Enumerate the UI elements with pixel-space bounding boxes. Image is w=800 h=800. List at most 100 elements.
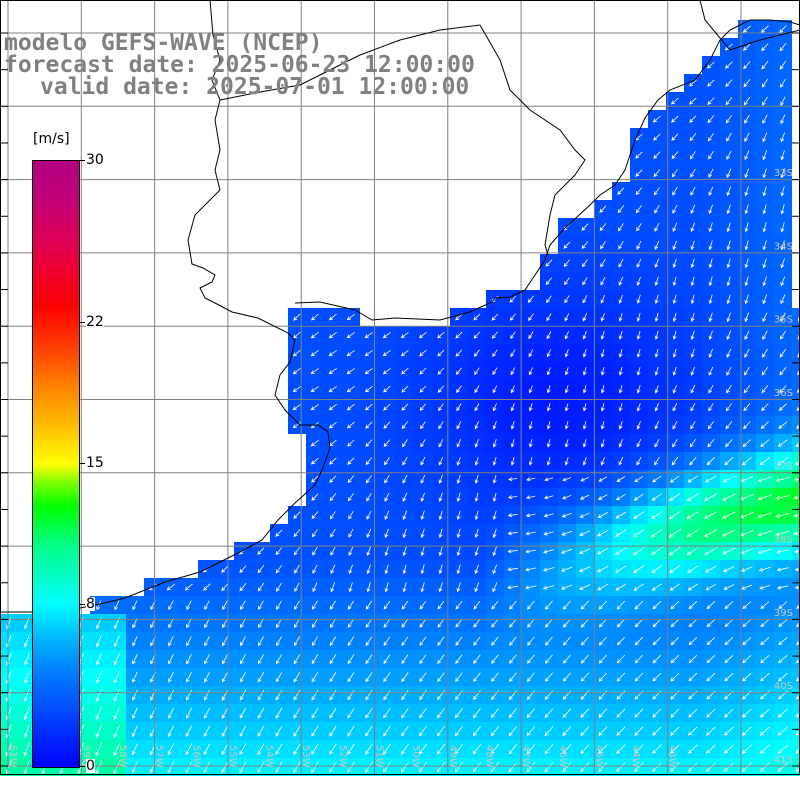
- wind-arrow: [743, 421, 751, 430]
- wind-arrow: [132, 671, 138, 683]
- wind-arrow: [780, 132, 786, 143]
- wind-arrow: [204, 600, 210, 611]
- wind-arrow: [708, 312, 713, 323]
- wind-arrow: [509, 295, 517, 303]
- wind-arrow: [401, 636, 409, 646]
- wind-arrow: [618, 312, 623, 322]
- colorbar-tick-label: 22: [86, 313, 104, 330]
- wind-arrow: [490, 708, 499, 719]
- wind-arrow: [795, 767, 800, 772]
- wind-arrow: [508, 708, 518, 719]
- wind-arrow: [544, 654, 553, 664]
- wind-arrow: [328, 313, 337, 321]
- wind-arrow: [744, 312, 750, 323]
- wind-arrow: [582, 421, 587, 430]
- wind-arrow: [636, 312, 641, 322]
- wind-arrow: [762, 312, 768, 323]
- wind-arrow: [636, 294, 641, 304]
- wind-arrow: [543, 567, 555, 572]
- wind-arrow: [437, 367, 445, 375]
- wind-speed-cell: [792, 758, 800, 776]
- wind-arrow: [546, 439, 551, 448]
- wind-arrow: [705, 475, 717, 483]
- wind-arrow: [615, 493, 626, 501]
- wind-speed-cell: [792, 416, 800, 434]
- wind-arrow: [794, 585, 800, 590]
- wind-arrow: [437, 690, 445, 701]
- wind-arrow: [780, 150, 785, 161]
- wind-arrow: [706, 672, 716, 682]
- wind-arrow: [310, 457, 319, 465]
- wind-arrow: [652, 637, 661, 646]
- wind-arrow: [383, 439, 391, 448]
- wind-arrow: [762, 258, 767, 269]
- wind-arrow: [690, 312, 695, 322]
- wind-arrow: [346, 368, 355, 375]
- wind-arrow: [581, 223, 589, 231]
- wind-arrow: [744, 258, 749, 269]
- wind-arrow: [544, 726, 554, 737]
- wind-arrow: [744, 240, 749, 251]
- wind-arrow: [401, 743, 409, 755]
- wind-arrow: [651, 583, 662, 591]
- wind-arrow: [418, 743, 427, 755]
- wind-arrow: [239, 707, 247, 719]
- wind-arrow: [670, 672, 680, 682]
- wind-arrow: [579, 584, 591, 590]
- wind-arrow: [726, 204, 731, 215]
- wind-arrow: [598, 726, 608, 737]
- wind-arrow: [671, 115, 679, 123]
- wind-arrow: [293, 672, 301, 683]
- wind-arrow: [708, 258, 713, 269]
- wind-arrow: [510, 403, 515, 412]
- wind-arrow: [598, 476, 608, 482]
- colorbar-tick: [79, 463, 85, 464]
- wind-arrow: [707, 97, 715, 106]
- wind-arrow: [726, 276, 731, 287]
- wind-arrow: [651, 565, 663, 574]
- wind-arrow: [456, 546, 461, 557]
- wind-arrow: [509, 636, 517, 646]
- wind-arrow: [671, 456, 679, 466]
- wind-arrow: [23, 760, 30, 775]
- wind-arrow: [761, 366, 769, 376]
- wind-arrow: [474, 474, 479, 484]
- wind-arrow: [293, 529, 301, 538]
- wind-arrow: [546, 367, 551, 376]
- wind-arrow: [275, 618, 282, 629]
- wind-arrow: [690, 403, 696, 412]
- wind-arrow: [776, 549, 790, 554]
- wind-arrow: [257, 636, 264, 647]
- wind-arrow: [474, 456, 479, 466]
- wind-arrow: [347, 690, 355, 701]
- wind-arrow: [599, 223, 607, 232]
- wind-arrow: [366, 564, 371, 575]
- wind-arrow: [420, 421, 426, 430]
- wind-arrow: [726, 258, 731, 269]
- wind-arrow: [221, 565, 229, 573]
- wind-arrow: [722, 566, 735, 573]
- wind-arrow: [311, 511, 319, 520]
- wind-arrow: [257, 582, 265, 592]
- wind-arrow: [257, 743, 265, 756]
- wind-arrow: [724, 619, 734, 628]
- wind-arrow: [239, 583, 247, 592]
- wind-arrow: [328, 421, 337, 429]
- wind-arrow: [616, 654, 625, 664]
- wind-arrow: [240, 636, 246, 647]
- wind-arrow: [742, 672, 752, 682]
- wind-arrow: [383, 725, 391, 737]
- wind-speed-cell: [792, 632, 800, 650]
- wind-arrow: [564, 439, 569, 448]
- wind-arrow: [401, 672, 409, 683]
- wind-arrow: [204, 671, 210, 683]
- wind-arrow: [687, 744, 698, 754]
- wind-arrow: [474, 421, 479, 430]
- wind-arrow: [725, 421, 733, 430]
- wind-arrow: [311, 672, 319, 683]
- wind-arrow: [757, 494, 772, 501]
- wind-arrow: [775, 495, 790, 500]
- wind-arrow: [690, 294, 695, 305]
- colorbar-unit: [m/s]: [32, 131, 71, 147]
- wind-arrow: [382, 332, 391, 339]
